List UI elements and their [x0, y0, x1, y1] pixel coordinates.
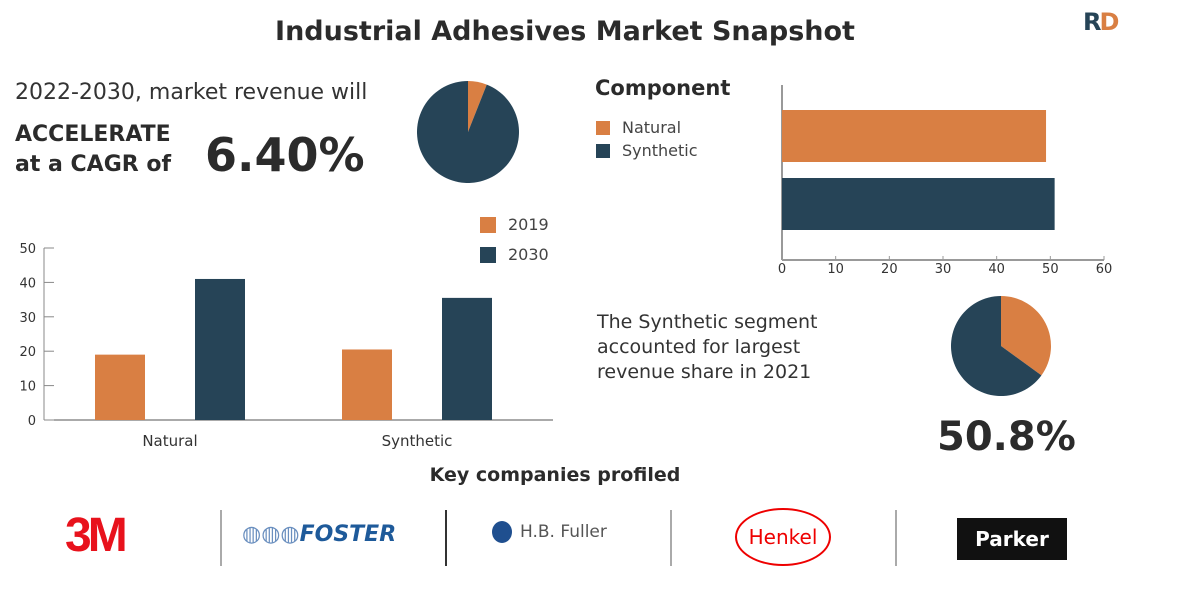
logo-text: H.B. Fuller [520, 522, 607, 542]
y-tick-label: 30 [19, 311, 36, 326]
bar-synthetic-2019 [342, 349, 392, 420]
key-companies-label: Key companies profiled [429, 464, 681, 486]
pie-slice [417, 81, 519, 183]
x-tick-label: 60 [1096, 262, 1113, 277]
y-tick-label: 50 [19, 242, 36, 257]
logo-henkel: Henkel [735, 508, 831, 566]
intro-text: 2022-2030, market revenue will [15, 80, 368, 105]
legend-swatch [596, 143, 610, 158]
segment-line: revenue share in 2021 [597, 361, 812, 383]
x-tick-label: 30 [935, 262, 952, 277]
cagr-value: 6.40% [205, 128, 365, 182]
hb-fuller-mark [492, 521, 512, 543]
pie-slice [1001, 296, 1051, 376]
legend-swatch [480, 216, 496, 233]
x-tick-label: 40 [988, 262, 1005, 277]
accelerate-label: ACCELERATE [15, 122, 171, 147]
logo-parker: Parker [957, 518, 1067, 560]
bar-natural-2019 [95, 354, 145, 420]
y-tick-label: 10 [19, 380, 36, 395]
legend-swatch [480, 246, 496, 263]
segment-share: 50.8% [937, 414, 1076, 460]
x-tick-label: 50 [1042, 262, 1059, 277]
pie-slice [951, 296, 1042, 396]
page-title: Industrial Adhesives Market Snapshot [275, 16, 855, 47]
x-category-label: Synthetic [382, 432, 453, 450]
accelerate-text: ACCELERATE at a CAGR of [15, 120, 171, 180]
cagr-pie-chart [417, 81, 519, 183]
segment-line: accounted for largest [597, 336, 801, 358]
x-tick-label: 0 [778, 262, 786, 277]
legend-natural: Natural [596, 118, 681, 137]
x-tick-label: 10 [827, 262, 844, 277]
bar-synthetic-2030 [442, 297, 492, 420]
bar-natural-2030 [195, 278, 245, 420]
logo-foster: ◍◍◍FOSTER [242, 522, 397, 547]
logo-3m: 3M [65, 509, 128, 562]
y-tick-label: 20 [19, 345, 36, 360]
legend-label: 2030 [508, 245, 549, 264]
cagr-prefix: at a CAGR of [15, 152, 172, 177]
x-category-label: Natural [142, 432, 197, 450]
legend-2019: 2019 [480, 215, 549, 234]
y-tick-label: 0 [28, 414, 36, 429]
bar-natural [782, 110, 1047, 162]
logo-hb-fuller: H.B. Fuller [492, 521, 607, 543]
component-bar-chart: 0 10 20 30 40 50 60 [778, 85, 1113, 277]
legend-label: 2019 [508, 215, 549, 234]
segment-pie-chart [951, 296, 1051, 396]
segment-text: The Synthetic segment accounted for large… [597, 310, 817, 385]
y-tick-label: 40 [19, 276, 36, 291]
logo-text: FOSTER [299, 522, 397, 547]
legend-swatch [596, 120, 610, 135]
segment-line: The Synthetic segment [597, 311, 818, 333]
brand-logo: RD [1083, 8, 1119, 36]
x-tick-label: 20 [881, 262, 898, 277]
legend-synthetic: Synthetic [596, 141, 698, 160]
component-title: Component [595, 76, 731, 100]
divider [670, 510, 672, 566]
legend-2030: 2030 [480, 245, 549, 264]
divider [445, 510, 447, 566]
divider [895, 510, 897, 566]
pie-slice [468, 81, 487, 132]
legend-label: Natural [622, 118, 682, 137]
legend-label: Synthetic [622, 141, 698, 160]
divider [220, 510, 222, 566]
bar-synthetic [782, 178, 1055, 230]
